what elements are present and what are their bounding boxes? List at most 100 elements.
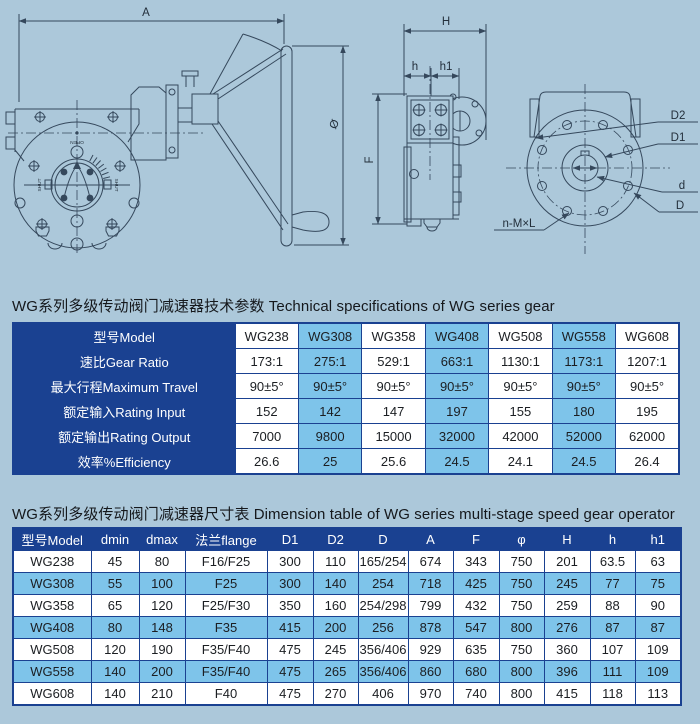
spec-row: 速比Gear Ratio 173:1 275:1 529:1 663:1 1130:1 11…	[12, 348, 680, 374]
position-indicator-dial: OPEN SHUT SHUT	[24, 139, 130, 212]
dim-row: WG558 140 200 F35/F40 475 265 356/406 860 680 800…	[12, 660, 682, 683]
dim-value-cell: 360	[543, 638, 591, 661]
spec-value-cell: 25	[297, 448, 363, 475]
spec-model-cell: WG408	[424, 322, 490, 349]
spec-model-cell: WG558	[551, 322, 617, 349]
spec-header-row: 型号Model WG238 WG308 WG358 WG408 WG508 WG558 WG6…	[12, 322, 680, 349]
spec-value-cell: 197	[424, 398, 490, 424]
dim-label-d: d	[679, 180, 685, 192]
spec-value-cell: 32000	[424, 423, 490, 449]
technical-drawings: A Ø	[5, 7, 698, 254]
spec-value-cell: 9800	[297, 423, 363, 449]
dim-value-cell: 80	[138, 550, 186, 573]
spec-value-cell: 142	[297, 398, 363, 424]
dim-model-cell: WG238	[12, 550, 92, 573]
dim-value-cell: 148	[138, 616, 186, 639]
dim-value-cell: 118	[589, 682, 636, 706]
dim-header-cell: D	[357, 527, 409, 551]
dim-value-cell: 750	[498, 638, 545, 661]
spec-value-cell: 147	[361, 398, 426, 424]
dim-value-cell: 45	[90, 550, 140, 573]
dim-value-cell: 800	[498, 660, 545, 683]
dim-value-cell: 65	[90, 594, 140, 617]
dim-value-cell: 800	[498, 616, 545, 639]
dim-value-cell: 120	[90, 638, 140, 661]
dim-value-cell: 718	[407, 572, 454, 595]
spec-value-cell: 15000	[361, 423, 426, 449]
dim-header-cell: D2	[312, 527, 359, 551]
spec-value-cell: 25.6	[361, 448, 426, 475]
dim-value-cell: 300	[266, 572, 314, 595]
spec-value-cell: 90±5°	[424, 373, 490, 399]
dim-header-cell: H	[543, 527, 591, 551]
dim-header-cell: dmax	[138, 527, 186, 551]
dim-header-cell: φ	[498, 527, 545, 551]
dim-value-cell: 245	[543, 572, 591, 595]
dim-header-cell: dmin	[90, 527, 140, 551]
spec-value-cell: 42000	[488, 423, 553, 449]
spec-value-cell: 24.5	[424, 448, 490, 475]
spec-value-cell: 173:1	[234, 348, 299, 374]
dim-value-cell: 120	[138, 594, 186, 617]
dim-value-cell: 799	[407, 594, 454, 617]
dim-value-cell: 475	[266, 682, 314, 706]
dim-value-cell: F16/F25	[184, 550, 268, 573]
dim-value-cell: 87	[634, 616, 682, 639]
spec-model-cell: WG608	[615, 322, 680, 349]
dim-value-cell: 432	[452, 594, 500, 617]
spec-value-cell: 1207:1	[615, 348, 680, 374]
dim-value-cell: F35/F40	[184, 638, 268, 661]
dim-value-cell: 75	[634, 572, 682, 595]
spec-table: 型号Model WG238 WG308 WG358 WG408 WG508 WG558 WG6…	[12, 322, 680, 475]
dim-value-cell: 110	[312, 550, 359, 573]
dim-value-cell: 750	[498, 594, 545, 617]
dim-row: WG608 140 210 F40 475 270 406 970 740 800 415 118 11…	[12, 682, 682, 706]
spec-model-cell: WG508	[488, 322, 553, 349]
dim-value-cell: 547	[452, 616, 500, 639]
dim-label-D: D	[676, 200, 684, 212]
spec-value-cell: 7000	[234, 423, 299, 449]
dim-label-h1: h1	[440, 61, 453, 73]
dim-header-cell: h	[589, 527, 636, 551]
dim-value-cell: 396	[543, 660, 591, 683]
dim-row: WG508 120 190 F35/F40 475 245 356/406 929 635 750…	[12, 638, 682, 661]
dim-row: WG238 45 80 F16/F25 300 110 165/254 674 343 750 20…	[12, 550, 682, 573]
spec-value-cell: 1130:1	[488, 348, 553, 374]
dim-value-cell: 350	[266, 594, 314, 617]
dim-value-cell: 113	[634, 682, 682, 706]
dim-table-title: WG系列多级传动阀门减速器尺寸表 Dimension table of WG s…	[12, 506, 675, 523]
dim-value-cell: 300	[266, 550, 314, 573]
spec-value-cell: 52000	[551, 423, 617, 449]
dim-value-cell: 406	[357, 682, 409, 706]
dim-value-cell: 800	[498, 682, 545, 706]
spec-row-label: 效率%Efficiency	[12, 448, 236, 475]
dim-value-cell: 750	[498, 572, 545, 595]
dim-header-cell: A	[407, 527, 454, 551]
view-front: A Ø	[5, 7, 349, 253]
spec-value-cell: 90±5°	[234, 373, 299, 399]
dim-value-cell: 90	[634, 594, 682, 617]
dim-value-cell: 929	[407, 638, 454, 661]
shut-label-left: SHUT	[37, 178, 43, 191]
open-label: OPEN	[70, 139, 84, 145]
dim-value-cell: 87	[589, 616, 636, 639]
dim-value-cell: 200	[138, 660, 186, 683]
dim-value-cell: 415	[266, 616, 314, 639]
dim-value-cell: 109	[634, 660, 682, 683]
dim-value-cell: 635	[452, 638, 500, 661]
spec-value-cell: 24.5	[551, 448, 617, 475]
spec-value-cell: 24.1	[488, 448, 553, 475]
dim-value-cell: F35/F40	[184, 660, 268, 683]
view-side: H h h1 F	[364, 16, 487, 232]
bolt-spec-label: n-M×L	[503, 218, 537, 230]
dim-value-cell: F25/F30	[184, 594, 268, 617]
spec-value-cell: 529:1	[361, 348, 426, 374]
dim-value-cell: F40	[184, 682, 268, 706]
dim-value-cell: 674	[407, 550, 454, 573]
dim-value-cell: 100	[138, 572, 186, 595]
dim-value-cell: 63.5	[589, 550, 636, 573]
dim-value-cell: 245	[312, 638, 359, 661]
dim-header-cell: 法兰flange	[184, 527, 268, 551]
